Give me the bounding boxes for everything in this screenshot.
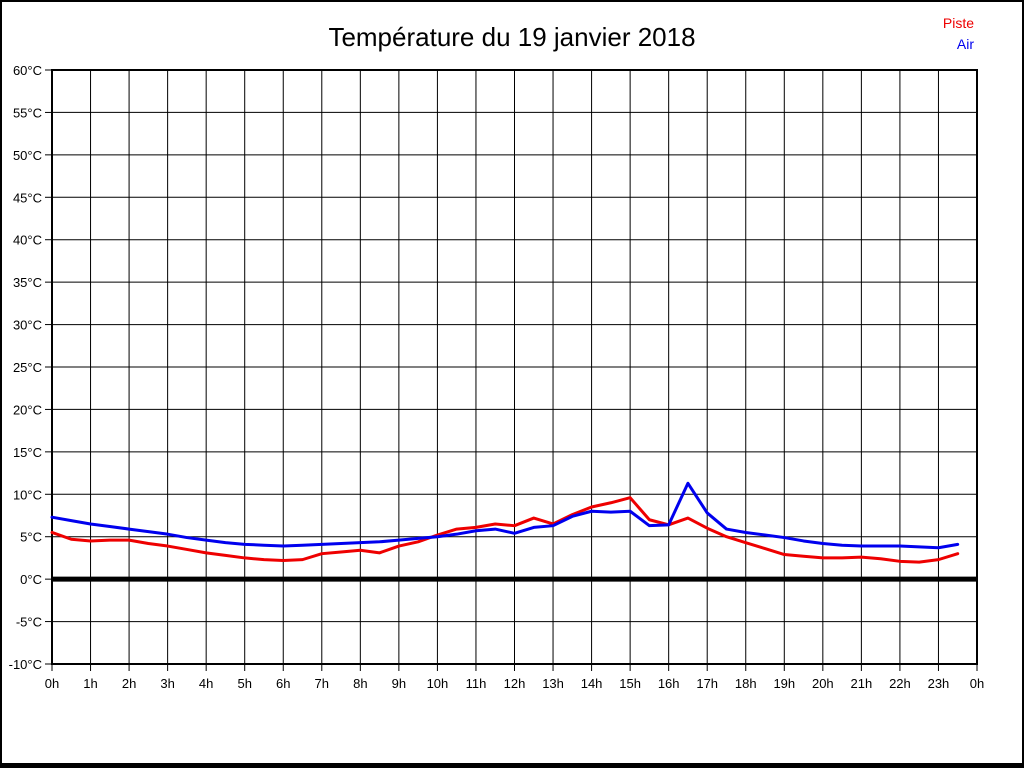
x-tick-label: 7h <box>315 676 329 691</box>
x-tick-label: 22h <box>889 676 911 691</box>
y-tick-label: -5°C <box>16 615 42 630</box>
x-tick-label: 4h <box>199 676 213 691</box>
x-tick-label: 18h <box>735 676 757 691</box>
x-tick-label: 23h <box>928 676 950 691</box>
y-tick-label: 0°C <box>20 572 42 587</box>
y-tick-label: 45°C <box>13 190 42 205</box>
chart-legend: Piste Air <box>943 13 974 55</box>
x-tick-label: 21h <box>851 676 873 691</box>
x-tick-label: 10h <box>427 676 449 691</box>
x-tick-label: 13h <box>542 676 564 691</box>
x-tick-label: 20h <box>812 676 834 691</box>
x-tick-label: 9h <box>392 676 406 691</box>
x-tick-label: 0h <box>45 676 59 691</box>
x-tick-label: 0h <box>970 676 984 691</box>
chart-title: Température du 19 janvier 2018 <box>328 22 696 52</box>
x-tick-label: 2h <box>122 676 136 691</box>
y-tick-label: 5°C <box>20 530 42 545</box>
y-tick-label: 20°C <box>13 402 42 417</box>
y-tick-label: 15°C <box>13 445 42 460</box>
x-tick-label: 17h <box>696 676 718 691</box>
legend-item-piste: Piste <box>942 15 974 31</box>
x-tick-label: 1h <box>83 676 97 691</box>
x-tick-label: 16h <box>658 676 680 691</box>
series-line-piste <box>50 496 960 564</box>
plot-border <box>51 69 978 665</box>
y-tick-label: 60°C <box>13 63 42 78</box>
y-tick-label: -10°C <box>9 657 42 672</box>
y-tick-label: 10°C <box>13 487 42 502</box>
y-tick-label: 55°C <box>13 105 42 120</box>
x-tick-label: 15h <box>619 676 641 691</box>
y-tick-label: 25°C <box>13 360 42 375</box>
y-tick-label: 40°C <box>13 233 42 248</box>
x-tick-label: 19h <box>773 676 795 691</box>
x-tick-label: 3h <box>160 676 174 691</box>
y-tick-label: 35°C <box>13 275 42 290</box>
x-tick-label: 12h <box>504 676 526 691</box>
x-tick-label: 14h <box>581 676 603 691</box>
x-tick-label: 8h <box>353 676 367 691</box>
y-tick-label: 30°C <box>13 318 42 333</box>
x-tick-label: 6h <box>276 676 290 691</box>
x-tick-label: 11h <box>466 676 487 691</box>
series-line-air <box>50 481 960 550</box>
x-tick-label: 5h <box>237 676 251 691</box>
y-tick-label: 50°C <box>13 148 42 163</box>
legend-item-air: Air <box>956 36 974 52</box>
